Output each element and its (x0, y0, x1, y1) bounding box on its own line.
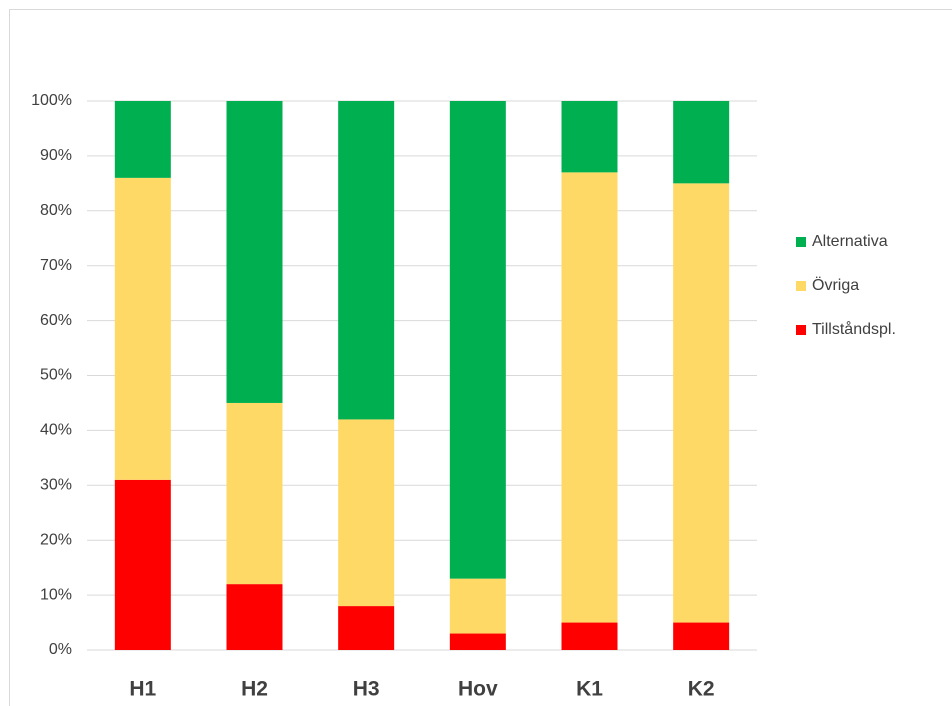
y-tick-label: 80% (40, 202, 72, 219)
legend-swatch (796, 281, 806, 291)
y-tick-label: 20% (40, 531, 72, 548)
bar-segment (226, 101, 283, 403)
bar-segment (561, 101, 618, 173)
bar-segment (673, 183, 730, 623)
y-tick-label: 40% (40, 422, 72, 439)
x-tick-label: H2 (241, 678, 268, 701)
bar-segment (561, 172, 618, 623)
bar-segment (226, 584, 283, 650)
legend-swatch (796, 325, 806, 335)
bar-segment (449, 101, 506, 579)
bar-segment (114, 101, 171, 178)
bar-segment (338, 606, 395, 650)
y-tick-label: 70% (40, 257, 72, 274)
bar-segment (449, 578, 506, 634)
y-tick-label: 30% (40, 477, 72, 494)
x-tick-label: H1 (129, 678, 156, 701)
bar-segment (673, 622, 730, 650)
x-tick-label: K2 (688, 678, 715, 701)
y-tick-label: 0% (49, 641, 72, 658)
x-tick-label: K1 (576, 678, 603, 701)
bar-segment (338, 101, 395, 420)
bar-segment (673, 101, 730, 184)
bar-segment (449, 633, 506, 650)
x-tick-label: H3 (353, 678, 380, 701)
legend-label: Övriga (812, 276, 859, 294)
y-tick-label: 50% (40, 367, 72, 384)
y-tick-label: 100% (31, 92, 72, 109)
bar-segment (561, 622, 618, 650)
y-tick-label: 60% (40, 312, 72, 329)
bar-segment (338, 419, 395, 607)
bar-segment (226, 402, 283, 585)
legend-label: Alternativa (812, 233, 888, 250)
legend-swatch (796, 237, 806, 247)
bar-segment (114, 479, 171, 650)
bar-segment (114, 177, 171, 480)
y-tick-label: 10% (40, 586, 72, 603)
legend-label: Tillståndspl. (812, 320, 896, 338)
y-tick-label: 90% (40, 147, 72, 164)
x-tick-label: Hov (458, 678, 498, 701)
